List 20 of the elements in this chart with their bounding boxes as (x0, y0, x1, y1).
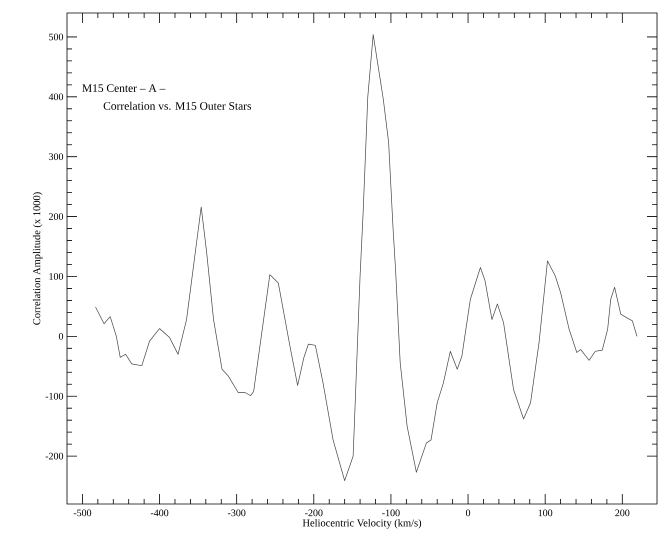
x-tick-label: 100 (538, 510, 552, 516)
y-tick-label: 300 (49, 153, 64, 160)
x-tick-label: -500 (74, 510, 92, 516)
y-tick-label: 400 (48, 93, 64, 100)
y-tick-label: 200 (48, 213, 64, 220)
x-axis-title: Heliocentric Velocity (km/s) (302, 519, 422, 529)
y-tick-label: 0 (58, 332, 64, 340)
x-tick-label: 200 (615, 510, 630, 516)
x-tick-label: -400 (150, 510, 168, 516)
x-tick-label: 0 (466, 510, 470, 516)
y-axis-title: Correlation Amplitude (x 1000) (32, 192, 42, 325)
annotation: M15 Center – A – (82, 84, 166, 92)
x-tick-label: -200 (305, 510, 323, 516)
y-tick-label: -100 (46, 392, 64, 400)
y-tick-label: 500 (49, 34, 64, 40)
y-tick-label: -200 (46, 452, 64, 460)
x-tick-label: -300 (228, 510, 246, 516)
x-tick-label: -100 (382, 510, 400, 516)
annotation: Correlation vs. M15 Outer Stars (104, 102, 252, 110)
y-tick-label: 100 (49, 273, 64, 280)
